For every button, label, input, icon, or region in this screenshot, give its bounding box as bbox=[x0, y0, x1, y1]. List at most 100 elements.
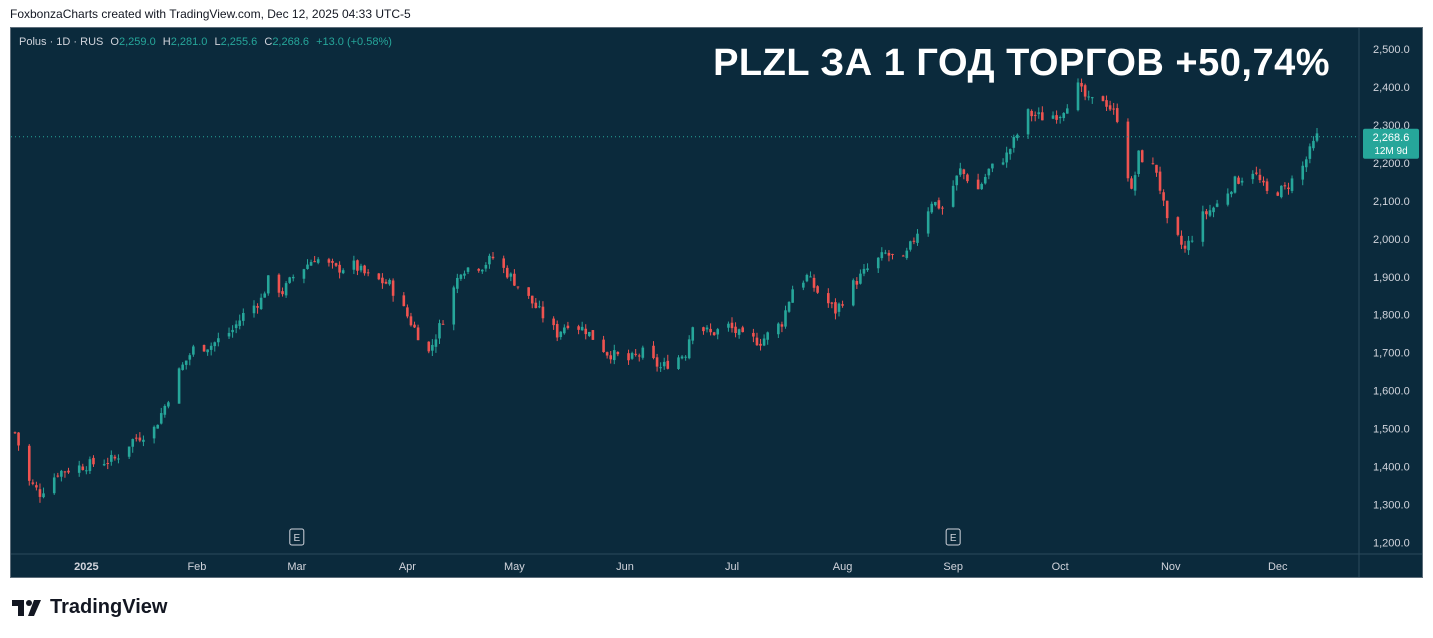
candle-body[interactable] bbox=[1240, 180, 1244, 183]
candle-body[interactable] bbox=[809, 276, 812, 278]
candle-body[interactable] bbox=[1130, 178, 1133, 189]
candle-body[interactable] bbox=[1087, 96, 1091, 98]
candle-body[interactable] bbox=[712, 332, 716, 336]
candle-body[interactable] bbox=[384, 281, 388, 284]
candle-body[interactable] bbox=[1001, 162, 1005, 165]
candle-body[interactable] bbox=[709, 328, 712, 333]
candle-body[interactable] bbox=[1066, 108, 1069, 114]
candle-body[interactable] bbox=[1016, 134, 1019, 139]
candle-body[interactable] bbox=[327, 259, 331, 263]
candle-body[interactable] bbox=[431, 344, 434, 351]
candle-body[interactable] bbox=[484, 264, 488, 269]
candle-body[interactable] bbox=[113, 456, 117, 459]
candle-body[interactable] bbox=[259, 297, 263, 310]
candle-body[interactable] bbox=[263, 293, 266, 298]
candle-body[interactable] bbox=[359, 265, 363, 271]
candle-body[interactable] bbox=[766, 332, 769, 340]
candle-body[interactable] bbox=[302, 269, 306, 279]
candle-body[interactable] bbox=[987, 168, 991, 176]
candle-body[interactable] bbox=[110, 454, 113, 462]
candle-body[interactable] bbox=[1090, 97, 1094, 99]
candle-body[interactable] bbox=[1280, 185, 1283, 198]
candle-body[interactable] bbox=[184, 360, 188, 365]
candle-body[interactable] bbox=[876, 257, 880, 269]
candle-body[interactable] bbox=[56, 475, 60, 477]
candle-body[interactable] bbox=[1008, 149, 1012, 155]
candle-body[interactable] bbox=[930, 203, 934, 213]
candle-body[interactable] bbox=[1190, 240, 1194, 242]
candle-body[interactable] bbox=[27, 445, 31, 481]
candle-body[interactable] bbox=[641, 347, 645, 358]
candle-body[interactable] bbox=[666, 360, 670, 369]
candle-body[interactable] bbox=[1101, 96, 1105, 102]
candle-body[interactable] bbox=[787, 301, 791, 312]
candle-body[interactable] bbox=[580, 326, 584, 331]
candle-body[interactable] bbox=[106, 463, 110, 465]
candle-body[interactable] bbox=[780, 324, 784, 327]
candle-body[interactable] bbox=[591, 330, 595, 340]
candle-body[interactable] bbox=[1312, 140, 1315, 149]
candle-body[interactable] bbox=[741, 327, 744, 333]
candle-body[interactable] bbox=[980, 184, 983, 190]
candle-body[interactable] bbox=[1055, 115, 1058, 120]
candle-body[interactable] bbox=[866, 268, 869, 271]
candle-body[interactable] bbox=[291, 276, 295, 279]
candle-body[interactable] bbox=[63, 471, 67, 473]
candle-body[interactable] bbox=[341, 270, 345, 274]
candle-body[interactable] bbox=[434, 339, 438, 347]
candle-body[interactable] bbox=[13, 432, 17, 434]
candle-body[interactable] bbox=[630, 353, 634, 359]
candle-body[interactable] bbox=[655, 357, 659, 367]
candle-body[interactable] bbox=[880, 252, 884, 259]
candle-body[interactable] bbox=[416, 327, 420, 341]
candle-body[interactable] bbox=[131, 439, 135, 447]
candle-body[interactable] bbox=[791, 289, 794, 303]
candle-body[interactable] bbox=[1037, 112, 1041, 115]
candle-body[interactable] bbox=[1108, 105, 1112, 110]
candle-body[interactable] bbox=[188, 355, 192, 360]
candle-body[interactable] bbox=[306, 264, 309, 269]
candle-body[interactable] bbox=[1187, 240, 1190, 251]
candle-body[interactable] bbox=[1133, 175, 1137, 191]
candle-body[interactable] bbox=[231, 329, 234, 333]
candle-body[interactable] bbox=[406, 307, 409, 317]
candle-body[interactable] bbox=[552, 318, 555, 326]
candle-body[interactable] bbox=[52, 477, 56, 494]
candle-body[interactable] bbox=[577, 326, 580, 330]
candle-body[interactable] bbox=[441, 323, 445, 325]
candle-body[interactable] bbox=[812, 277, 816, 288]
candle-body[interactable] bbox=[1301, 165, 1305, 180]
candle-body[interactable] bbox=[1105, 100, 1108, 107]
candle-body[interactable] bbox=[1176, 217, 1180, 235]
candle-body[interactable] bbox=[1155, 164, 1158, 173]
candle-body[interactable] bbox=[530, 295, 534, 304]
candle-body[interactable] bbox=[976, 179, 980, 190]
candle-body[interactable] bbox=[1005, 152, 1008, 163]
candle-body[interactable] bbox=[456, 277, 459, 289]
candle-body[interactable] bbox=[677, 357, 680, 369]
candle-body[interactable] bbox=[941, 207, 944, 209]
candle-body[interactable] bbox=[266, 275, 270, 294]
candle-body[interactable] bbox=[602, 339, 605, 353]
candle-body[interactable] bbox=[662, 361, 666, 367]
candle-body[interactable] bbox=[1051, 115, 1055, 119]
candle-body[interactable] bbox=[1290, 178, 1294, 191]
candle-body[interactable] bbox=[837, 303, 841, 312]
candle-body[interactable] bbox=[755, 337, 759, 346]
candle-body[interactable] bbox=[916, 233, 919, 243]
candle-body[interactable] bbox=[438, 323, 441, 339]
candle-body[interactable] bbox=[1158, 171, 1162, 191]
candle-body[interactable] bbox=[1230, 191, 1233, 195]
candle-body[interactable] bbox=[85, 470, 88, 472]
candle-body[interactable] bbox=[459, 274, 463, 279]
candle-body[interactable] bbox=[1308, 146, 1312, 159]
candle-body[interactable] bbox=[891, 253, 894, 255]
candle-body[interactable] bbox=[955, 175, 959, 186]
candle-body[interactable] bbox=[92, 457, 95, 465]
candle-body[interactable] bbox=[958, 168, 962, 175]
candle-body[interactable] bbox=[1180, 235, 1183, 245]
candle-body[interactable] bbox=[926, 211, 930, 234]
candle-body[interactable] bbox=[566, 325, 570, 328]
candle-body[interactable] bbox=[156, 424, 159, 429]
price-chart[interactable]: 2,500.0 2,400.0 2,300.0 2,200.0 2,100.0 2,000… bbox=[11, 28, 1423, 578]
